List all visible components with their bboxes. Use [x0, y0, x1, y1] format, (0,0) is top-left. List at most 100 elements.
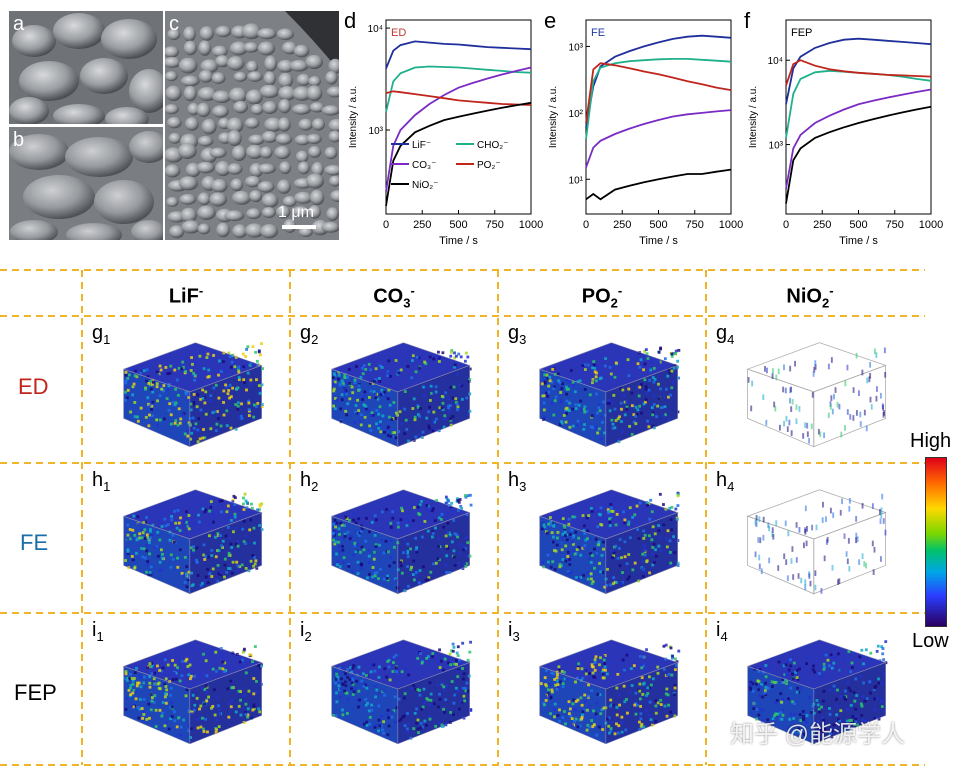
voxel	[154, 725, 158, 728]
voxel	[829, 403, 832, 410]
series-line	[585, 62, 732, 124]
voxel	[156, 423, 159, 427]
voxel	[881, 403, 884, 410]
voxel	[610, 556, 614, 560]
voxel	[839, 695, 843, 698]
voxel	[664, 643, 668, 647]
voxel	[599, 570, 603, 574]
voxel	[827, 363, 830, 370]
voxel	[175, 526, 179, 530]
voxel	[799, 686, 803, 690]
sem-texture-b	[9, 127, 163, 240]
voxel	[575, 423, 579, 427]
voxel	[581, 710, 585, 714]
voxel	[634, 691, 638, 695]
voxel	[631, 568, 635, 572]
voxel	[341, 683, 345, 686]
voxel	[639, 712, 643, 716]
voxel	[434, 561, 438, 565]
voxel	[843, 657, 847, 661]
voxel	[629, 667, 633, 670]
voxel	[863, 409, 866, 416]
voxel	[613, 407, 617, 411]
voxel	[591, 671, 595, 675]
voxel	[637, 394, 641, 398]
voxel	[201, 396, 205, 400]
voxel	[135, 551, 138, 555]
voxel	[163, 724, 167, 728]
col-header-co3: CO3-	[373, 283, 415, 311]
voxel	[335, 372, 339, 376]
voxel	[664, 507, 668, 511]
voxel	[657, 529, 661, 533]
voxel	[671, 380, 675, 384]
voxel	[795, 676, 799, 679]
voxel	[258, 710, 262, 714]
voxel	[598, 693, 602, 697]
voxel	[258, 391, 262, 395]
voxel	[789, 664, 793, 668]
voxel	[558, 515, 562, 519]
voxel	[782, 386, 785, 393]
voxel	[433, 428, 436, 432]
voxel	[620, 556, 623, 560]
voxel	[190, 431, 194, 435]
voxel	[126, 377, 130, 380]
voxel	[821, 722, 825, 726]
voxel	[603, 413, 607, 417]
voxel	[625, 697, 628, 701]
voxel	[190, 710, 194, 714]
voxel	[187, 527, 191, 531]
voxel	[548, 375, 552, 379]
voxel	[646, 692, 650, 695]
voxel	[137, 716, 141, 720]
voxel	[577, 662, 581, 666]
voxel	[414, 548, 418, 551]
voxel	[774, 701, 778, 704]
voxel	[662, 523, 666, 527]
cell-label: h1	[92, 469, 111, 494]
voxel	[570, 570, 574, 574]
voxel	[661, 414, 665, 418]
voxel	[422, 393, 426, 397]
voxel	[452, 549, 456, 553]
voxel	[171, 557, 175, 561]
voxel	[378, 405, 382, 409]
voxel	[209, 427, 213, 431]
voxel	[628, 575, 631, 579]
voxel	[336, 531, 340, 535]
x-tick-label: 500	[449, 219, 467, 231]
voxel	[453, 532, 457, 536]
voxel	[124, 378, 128, 382]
voxel	[861, 695, 865, 698]
voxel	[869, 651, 873, 655]
voxel	[405, 524, 409, 527]
voxel	[236, 401, 240, 405]
voxel	[146, 536, 150, 540]
voxel	[140, 527, 144, 531]
series-line	[785, 88, 932, 189]
sem-image-a: a	[9, 11, 163, 124]
series-line	[385, 65, 532, 113]
voxel	[583, 387, 587, 391]
voxel	[677, 348, 681, 352]
voxel	[617, 547, 621, 550]
voxel	[158, 394, 162, 398]
voxel	[466, 494, 470, 498]
voxel	[579, 576, 583, 580]
voxel	[431, 507, 435, 511]
voxel	[419, 582, 423, 586]
voxel	[260, 502, 264, 506]
voxel	[543, 525, 547, 529]
voxel	[357, 665, 361, 669]
voxel	[448, 533, 452, 537]
voxel	[237, 370, 241, 374]
x-tick-label: 500	[849, 219, 867, 231]
voxel	[386, 550, 390, 554]
voxel	[372, 557, 376, 561]
voxel	[781, 708, 785, 712]
voxel	[382, 577, 386, 581]
voxel	[601, 570, 605, 574]
voxel	[202, 543, 206, 547]
voxel	[465, 562, 469, 566]
